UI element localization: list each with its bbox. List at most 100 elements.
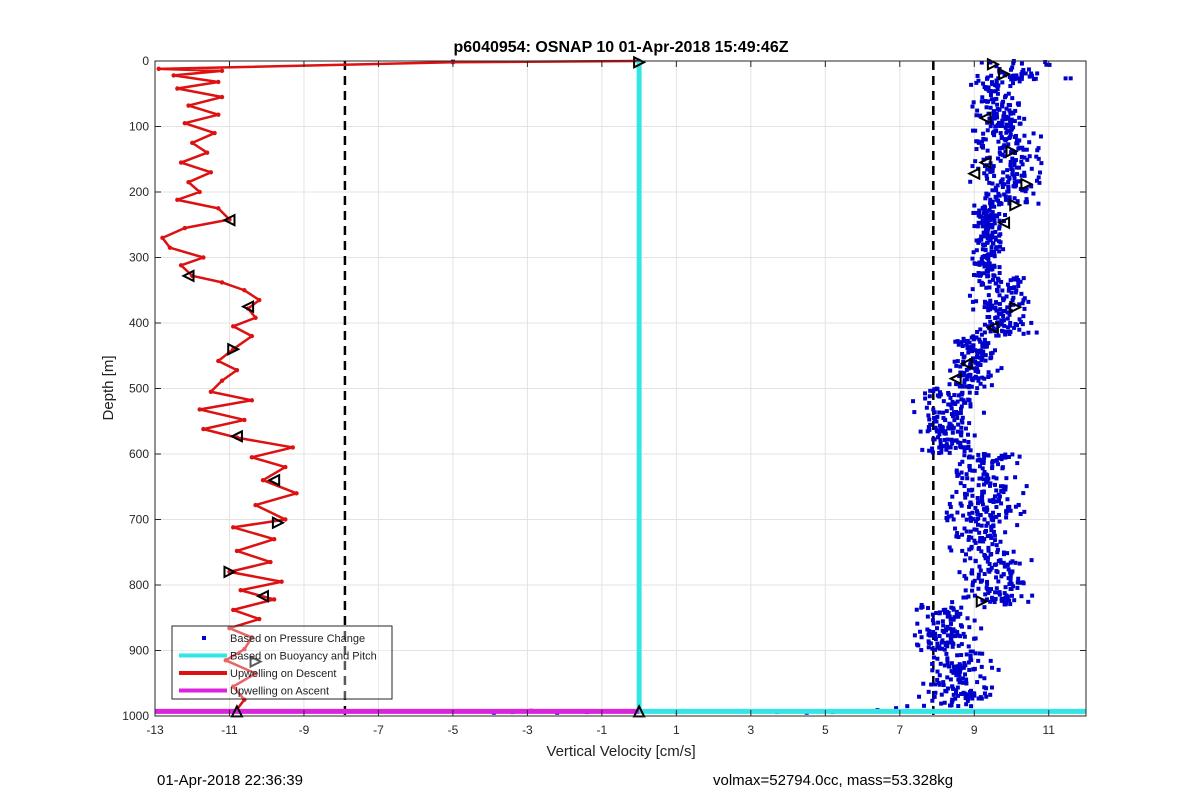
scatter-point (955, 399, 960, 404)
scatter-point (996, 333, 1001, 338)
scatter-point (972, 261, 977, 266)
scatter-point (977, 211, 982, 216)
scatter-point (961, 631, 966, 636)
scatter-point (974, 366, 979, 371)
scatter-point (1068, 76, 1073, 81)
scatter-point (963, 672, 968, 677)
scatter-point (980, 247, 985, 252)
scatter-point (976, 376, 981, 381)
scatter-point (945, 614, 950, 619)
scatter-point (959, 470, 964, 475)
legend-label: Upwelling on Ascent (230, 686, 329, 698)
scatter-point (925, 614, 930, 619)
scatter-point (1008, 570, 1013, 575)
scatter-point (983, 196, 988, 201)
scatter-point (1000, 104, 1005, 109)
scatter-point (935, 414, 940, 419)
scatter-point (956, 440, 961, 445)
scatter-point (922, 703, 927, 708)
scatter-point (943, 418, 948, 423)
scatter-point (980, 218, 985, 223)
scatter-point (974, 113, 979, 118)
scatter-point (968, 556, 973, 561)
scatter-point (989, 213, 994, 218)
scatter-point (1009, 166, 1014, 171)
scatter-point (988, 513, 993, 518)
scatter-point (935, 435, 940, 440)
scatter-point (984, 268, 989, 273)
scatter-point (968, 372, 973, 377)
triangle-marker (978, 155, 992, 170)
scatter-point (993, 348, 998, 353)
scatter-point (948, 677, 953, 682)
scatter-point (1012, 119, 1017, 124)
scatter-point (990, 210, 995, 215)
scatter-point (972, 593, 977, 598)
scatter-point (921, 681, 926, 686)
scatter-point (1034, 330, 1039, 335)
scatter-point (979, 214, 984, 219)
scatter-point (915, 642, 920, 647)
scatter-point (1018, 121, 1023, 126)
scatter-point (970, 477, 975, 482)
scatter-point (974, 147, 979, 152)
chart-title: p6040954: OSNAP 10 01-Apr-2018 15:49:46Z (454, 39, 789, 56)
scatter-point (930, 612, 935, 617)
scatter-point (1000, 185, 1005, 190)
scatter-point (937, 633, 942, 638)
scatter-point (964, 681, 969, 686)
scatter-point (944, 409, 949, 414)
series-point (257, 297, 262, 303)
reference-lines (343, 61, 935, 716)
scatter-point (961, 595, 966, 600)
series-point (283, 464, 288, 470)
scatter-point (992, 116, 997, 121)
scatter-point (971, 100, 976, 105)
scatter-point (954, 690, 959, 695)
scatter-point (963, 663, 968, 668)
scatter-point (980, 578, 985, 583)
scatter-point (979, 523, 984, 528)
scatter-point (1019, 291, 1024, 296)
scatter-point (1017, 454, 1022, 459)
scatter-point (982, 330, 987, 335)
scatter-point (1011, 61, 1016, 66)
scatter-point (936, 680, 941, 685)
scatter-point (1010, 569, 1015, 574)
scatter-point (985, 231, 990, 236)
y-tick-label: 0 (142, 54, 149, 68)
scatter-point (1003, 332, 1008, 337)
scatter-point (1008, 163, 1013, 168)
scatter-point (981, 458, 986, 463)
series-point (175, 86, 180, 91)
scatter-point (994, 543, 999, 548)
scatter-point (1004, 595, 1009, 600)
scatter-point (981, 243, 986, 248)
scatter-point (952, 359, 957, 364)
series-point (231, 525, 236, 530)
scatter-point (946, 402, 951, 407)
scatter-point (986, 548, 991, 553)
scatter-point (997, 592, 1002, 597)
scatter-point (986, 252, 991, 257)
scatter-point (970, 571, 975, 576)
series-line-1 (636, 61, 1086, 714)
scatter-point (958, 406, 963, 411)
scatter-point (1008, 574, 1013, 579)
scatter-point (894, 706, 899, 711)
scatter-point (947, 450, 952, 455)
scatter-point (968, 653, 973, 658)
scatter-point (1020, 145, 1025, 150)
scatter-point (962, 453, 967, 458)
scatter-point (982, 676, 987, 681)
scatter-point (968, 529, 973, 534)
scatter-point (975, 458, 980, 463)
scatter-point (997, 224, 1002, 229)
scatter-point (972, 348, 977, 353)
series-point (227, 626, 232, 631)
scatter-point (991, 523, 996, 528)
scatter-point (959, 642, 964, 647)
scatter-point (1026, 299, 1031, 304)
scatter-point (988, 692, 993, 697)
scatter-point (993, 112, 998, 117)
